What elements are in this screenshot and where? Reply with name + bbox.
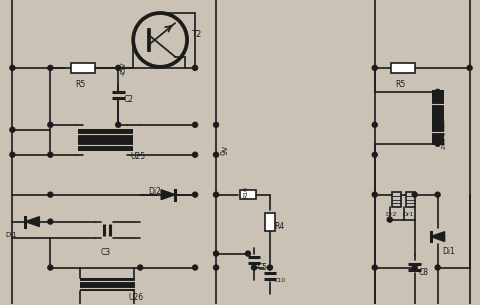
Circle shape	[48, 265, 53, 270]
Circle shape	[435, 192, 440, 197]
Polygon shape	[161, 190, 175, 199]
Circle shape	[214, 122, 218, 127]
Text: Di1: Di1	[443, 246, 456, 256]
Circle shape	[372, 265, 377, 270]
Circle shape	[138, 265, 143, 270]
Circle shape	[372, 192, 377, 197]
Bar	[391, 63, 415, 73]
Bar	[406, 192, 415, 207]
Text: U25: U25	[130, 152, 145, 161]
Bar	[240, 190, 256, 199]
Polygon shape	[25, 217, 39, 227]
Circle shape	[372, 152, 377, 157]
Circle shape	[412, 265, 417, 270]
Circle shape	[467, 65, 472, 70]
Polygon shape	[431, 232, 444, 242]
Circle shape	[435, 265, 440, 270]
Text: Di1: Di1	[5, 231, 17, 238]
Bar	[432, 90, 444, 145]
Text: R5: R5	[396, 80, 406, 89]
Circle shape	[435, 141, 440, 146]
Circle shape	[245, 251, 251, 256]
Circle shape	[116, 65, 120, 70]
Circle shape	[10, 127, 15, 132]
Bar	[392, 192, 401, 207]
Text: R10: R10	[243, 186, 248, 198]
Circle shape	[48, 65, 53, 70]
Text: C5: C5	[258, 263, 268, 271]
Circle shape	[372, 65, 377, 70]
Text: Dr1: Dr1	[403, 212, 414, 217]
Circle shape	[412, 192, 417, 197]
Bar	[265, 213, 275, 231]
Text: 45V: 45V	[120, 62, 126, 75]
Circle shape	[192, 122, 198, 127]
Text: 200 Ohm: 200 Ohm	[442, 120, 447, 149]
Circle shape	[387, 217, 392, 222]
Circle shape	[372, 122, 377, 127]
Circle shape	[192, 152, 198, 157]
Text: R5: R5	[75, 80, 85, 89]
Circle shape	[214, 152, 218, 157]
Text: R4: R4	[274, 222, 284, 231]
Bar	[72, 63, 95, 73]
Circle shape	[252, 265, 256, 270]
Text: 9v: 9v	[220, 145, 229, 155]
Bar	[80, 278, 135, 292]
Circle shape	[214, 265, 218, 270]
Text: T2: T2	[191, 30, 201, 39]
Text: Di2: Di2	[148, 187, 161, 196]
Text: C2: C2	[123, 95, 133, 104]
Circle shape	[435, 89, 440, 94]
Text: C8: C8	[419, 267, 429, 277]
Text: U26: U26	[128, 293, 144, 303]
Circle shape	[10, 152, 15, 157]
Circle shape	[10, 65, 15, 70]
Circle shape	[214, 192, 218, 197]
Circle shape	[48, 122, 53, 127]
Circle shape	[267, 265, 273, 270]
Text: C10: C10	[274, 278, 286, 282]
Circle shape	[48, 192, 53, 197]
Circle shape	[48, 152, 53, 157]
Circle shape	[192, 65, 198, 70]
Bar	[78, 129, 132, 151]
Circle shape	[48, 219, 53, 224]
Circle shape	[116, 122, 120, 127]
Text: Dr2: Dr2	[386, 212, 397, 217]
Text: C3: C3	[100, 248, 110, 257]
Circle shape	[192, 192, 198, 197]
Circle shape	[192, 265, 198, 270]
Circle shape	[214, 251, 218, 256]
